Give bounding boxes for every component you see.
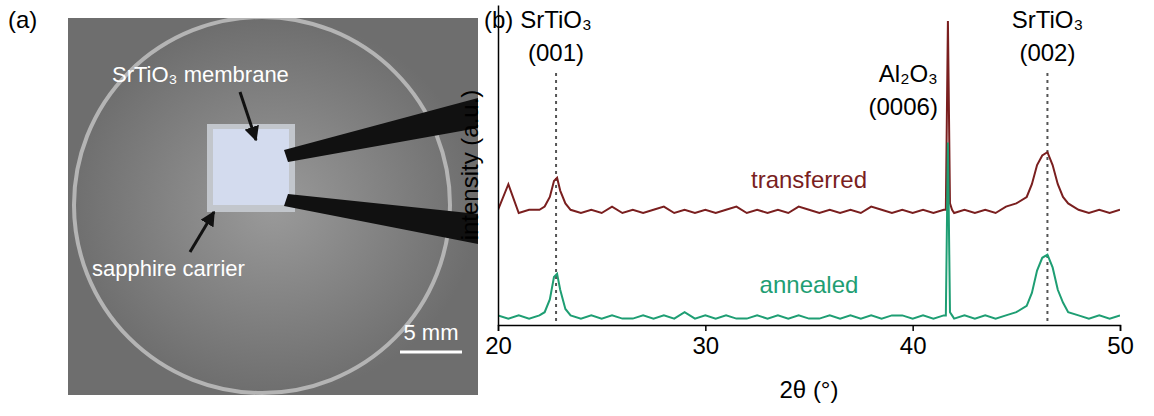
x-tick-label: 40: [900, 332, 927, 359]
x-axis-title: 2θ (°): [780, 376, 839, 403]
photo-label: sapphire carrier: [92, 256, 245, 281]
annotation: SrTiO₃(001): [520, 6, 592, 66]
panel-label: (a): [8, 6, 37, 33]
x-tick-mark: [1120, 325, 1122, 331]
series-line: [498, 143, 1120, 319]
x-tick: 50: [1107, 325, 1134, 359]
y-axis: [498, 6, 499, 326]
annotation-line: [1046, 73, 1048, 325]
annotation-line: [555, 73, 557, 325]
x-tick: 20: [485, 325, 512, 359]
photo: [68, 18, 478, 395]
x-tick-mark: [705, 325, 707, 331]
x-axis-line: [499, 326, 1121, 332]
scale-bar: [400, 351, 462, 354]
tweezer: [284, 194, 478, 244]
y-axis-title: intensity (a.u.): [456, 90, 483, 241]
x-axis: 20 30 40 50: [485, 325, 1134, 359]
arrow: [190, 212, 214, 252]
x-tick: 40: [900, 325, 927, 359]
annotation: Al₂O₃(0006): [869, 60, 938, 120]
annotations: SrTiO₃(001) Al₂O₃(0006) SrTiO₃(002): [520, 6, 1083, 325]
membrane: [213, 129, 289, 205]
tweezer: [284, 98, 478, 162]
figure: (a)SrTiO₃ membranesapphire carrier5 mm(b…: [0, 0, 1154, 416]
sapphire-carrier: [207, 124, 295, 212]
series-label: annealed: [760, 271, 859, 298]
x-tick-label: 30: [692, 332, 719, 359]
x-tick-mark: [912, 325, 914, 331]
photo-label: SrTiO₃ membrane: [112, 62, 289, 87]
arrow: [240, 92, 256, 140]
series-line: [498, 21, 1120, 213]
annotation: SrTiO₃(002): [1012, 6, 1084, 66]
x-tick: 30: [692, 325, 719, 359]
x-tick-label: 50: [1107, 332, 1134, 359]
y-axis-line: [498, 6, 500, 326]
scale-bar-label: 5 mm: [404, 320, 459, 345]
series-label: transferred: [751, 166, 867, 193]
x-tick-label: 20: [485, 332, 512, 359]
plot-data: [498, 21, 1120, 319]
photo-background: [68, 18, 478, 395]
x-tick-mark: [498, 325, 500, 331]
